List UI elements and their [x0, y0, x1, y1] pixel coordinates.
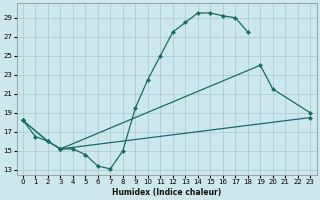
X-axis label: Humidex (Indice chaleur): Humidex (Indice chaleur) [112, 188, 221, 197]
